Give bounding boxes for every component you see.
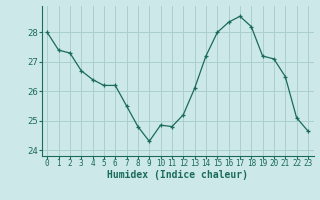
X-axis label: Humidex (Indice chaleur): Humidex (Indice chaleur): [107, 170, 248, 180]
